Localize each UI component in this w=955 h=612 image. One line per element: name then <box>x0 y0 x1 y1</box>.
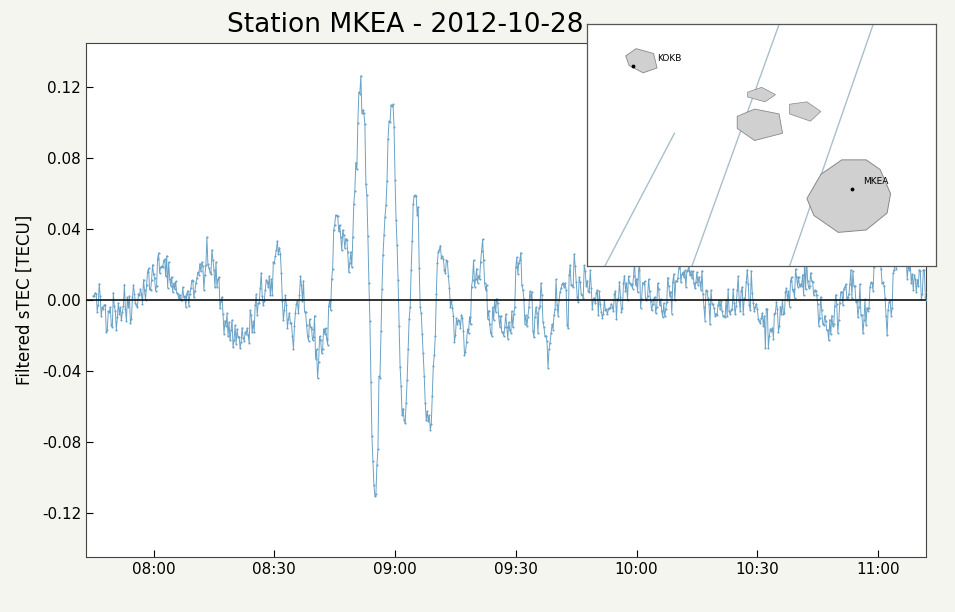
Polygon shape <box>790 102 821 121</box>
Polygon shape <box>737 109 782 141</box>
Text: KOKB: KOKB <box>657 54 682 63</box>
Text: MKEA: MKEA <box>862 177 888 186</box>
Polygon shape <box>748 88 775 102</box>
Polygon shape <box>626 49 657 73</box>
Y-axis label: Filtered sTEC [TECU]: Filtered sTEC [TECU] <box>15 215 33 385</box>
Polygon shape <box>807 160 891 233</box>
Title: Station MKEA - 2012-10-28: Station MKEA - 2012-10-28 <box>227 12 584 38</box>
